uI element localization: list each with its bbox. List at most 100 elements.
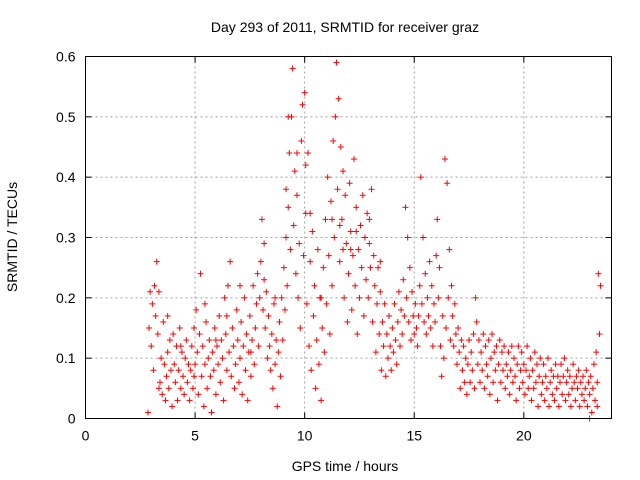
data-point <box>407 337 414 344</box>
data-point <box>239 391 246 398</box>
data-point <box>266 343 273 350</box>
data-point <box>303 300 310 307</box>
data-point <box>445 294 452 301</box>
data-point <box>296 240 303 247</box>
data-point <box>301 89 308 96</box>
data-point <box>304 150 311 157</box>
data-point <box>251 361 258 368</box>
data-point <box>331 234 338 241</box>
data-point <box>334 186 341 193</box>
data-point <box>436 264 443 271</box>
data-point <box>247 349 254 356</box>
data-point <box>516 385 523 392</box>
data-point <box>484 373 491 380</box>
data-point <box>376 331 383 338</box>
data-point <box>289 65 296 72</box>
data-point <box>472 294 479 301</box>
data-point <box>292 270 299 277</box>
data-point <box>330 137 337 144</box>
data-point <box>195 391 202 398</box>
y-axis-ticks: 0 0.1 0.2 0.3 0.4 0.5 0.6 <box>56 49 612 427</box>
data-point <box>322 216 329 223</box>
data-point <box>580 373 587 380</box>
data-point <box>372 349 379 356</box>
data-point <box>315 361 322 368</box>
data-point <box>164 349 171 356</box>
data-point <box>309 228 316 235</box>
data-point <box>444 180 451 187</box>
data-point <box>585 379 592 386</box>
gridlines <box>85 56 612 419</box>
data-point <box>529 367 536 374</box>
data-point <box>556 379 563 386</box>
data-point <box>365 294 372 301</box>
y-tick-label: 0.4 <box>56 169 76 185</box>
data-point <box>469 367 476 374</box>
data-point <box>420 234 427 241</box>
data-point <box>581 397 588 404</box>
data-point <box>320 264 327 271</box>
data-point <box>255 343 262 350</box>
data-point <box>413 325 420 331</box>
data-point <box>381 300 388 307</box>
data-point <box>384 355 391 362</box>
data-point <box>352 282 359 289</box>
data-point <box>325 252 332 259</box>
data-point <box>558 361 565 368</box>
data-point <box>543 385 550 392</box>
data-point <box>535 403 542 410</box>
data-point <box>458 337 465 344</box>
data-point <box>378 367 385 374</box>
data-point <box>457 385 464 392</box>
data-point <box>394 318 401 325</box>
data-point <box>242 367 249 374</box>
data-point <box>144 409 151 416</box>
data-point <box>370 252 377 259</box>
data-point <box>182 355 189 362</box>
data-point <box>416 282 423 289</box>
data-point <box>379 318 386 325</box>
data-point <box>584 403 591 410</box>
data-point <box>209 349 216 356</box>
data-point <box>240 343 247 350</box>
data-point <box>279 337 286 344</box>
data-point <box>183 337 190 344</box>
data-point <box>287 246 294 253</box>
data-point <box>260 306 267 313</box>
data-point <box>223 367 230 374</box>
data-point <box>216 312 223 319</box>
data-points <box>144 59 604 422</box>
data-point <box>146 325 153 331</box>
data-point <box>237 355 244 362</box>
data-point <box>361 234 368 241</box>
data-point <box>415 312 422 319</box>
data-point <box>487 355 494 362</box>
data-point <box>257 258 264 265</box>
data-point <box>253 300 260 307</box>
data-point <box>215 361 222 368</box>
data-point <box>525 385 532 392</box>
data-point <box>503 361 510 368</box>
data-point <box>429 343 436 350</box>
data-point <box>200 403 207 410</box>
data-point <box>391 300 398 307</box>
data-point <box>205 355 212 362</box>
data-point <box>350 156 357 163</box>
data-point <box>285 113 292 120</box>
data-point <box>212 391 219 398</box>
data-point <box>380 343 387 350</box>
data-point <box>284 282 291 289</box>
data-point <box>155 288 162 295</box>
data-point <box>218 337 225 344</box>
data-point <box>578 391 585 398</box>
data-point <box>321 349 328 356</box>
data-point <box>249 337 256 344</box>
data-point <box>364 210 371 217</box>
data-point <box>495 361 502 368</box>
data-point <box>329 282 336 289</box>
data-point <box>377 288 384 295</box>
data-point <box>483 361 490 368</box>
data-point <box>551 397 558 404</box>
data-point <box>373 300 380 307</box>
